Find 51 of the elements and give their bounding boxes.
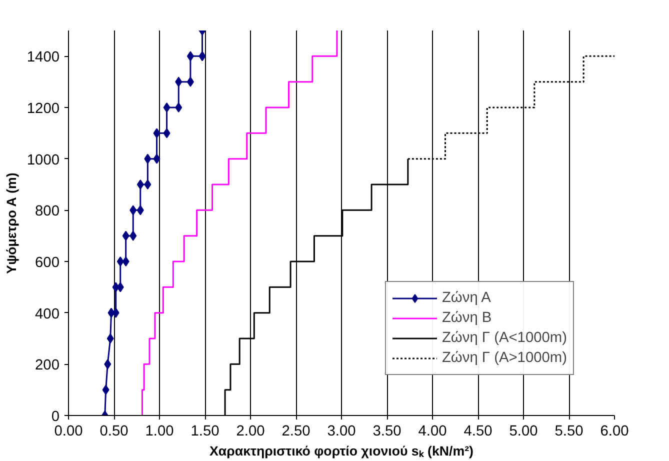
point [136,180,144,190]
point [163,128,170,138]
x-tick-label: 3.00 [327,424,356,440]
point [144,154,152,164]
x-tick-label: 2.50 [282,424,310,440]
point [102,384,110,395]
y-tick-label: 600 [35,255,60,271]
point [153,128,160,138]
x-tick-label: 1.50 [190,424,220,440]
point [186,76,194,87]
x-axis-title: Χαρακτηριστικό φορτίο χιονιού sₖ (kN/m²) [210,444,474,458]
legend-label: Ζώνη Γ (Α>1000m) [442,350,567,366]
point [122,256,130,266]
legend-label: Ζώνη Γ (Α<1000m) [442,330,567,346]
y-axis-title: Υψόμετρο Α (m) [4,172,19,274]
x-tick-label: 3.50 [372,424,402,440]
point [112,308,120,318]
point [106,334,114,344]
point [136,205,144,216]
x-tick-label: 4.50 [464,424,492,440]
point [198,51,206,62]
x-tick-label: 5.00 [509,424,538,440]
y-tick-label: 0 [51,409,60,425]
y-tick-label: 200 [35,358,60,374]
point [116,256,124,266]
y-tick-label: 1000 [26,152,60,168]
y-tick-label: 800 [35,204,60,220]
point [153,154,160,164]
x-tick-label: 2.00 [236,424,265,440]
y-tick-label: 1400 [26,50,60,66]
point [130,230,137,241]
legend-label: Ζώνη Α [442,290,491,306]
x-tick-label: 6.00 [600,424,629,440]
x-tick-label: 1.00 [145,424,174,440]
point [163,102,170,112]
x-tick-label: 4.00 [418,424,447,440]
point [175,102,182,112]
point [122,230,130,241]
point [144,180,152,190]
x-tick-label: 0.00 [54,424,83,440]
point [116,282,124,292]
legend-label: Ζώνη Β [442,310,492,326]
point [130,205,137,216]
point [186,51,194,62]
line-series [141,30,338,416]
y-tick-label: 400 [35,306,60,322]
y-tick-label: 1200 [26,101,60,117]
x-tick-label: 0.50 [100,424,128,440]
point [104,359,112,370]
point [175,76,182,87]
x-tick-label: 5.50 [554,424,584,440]
